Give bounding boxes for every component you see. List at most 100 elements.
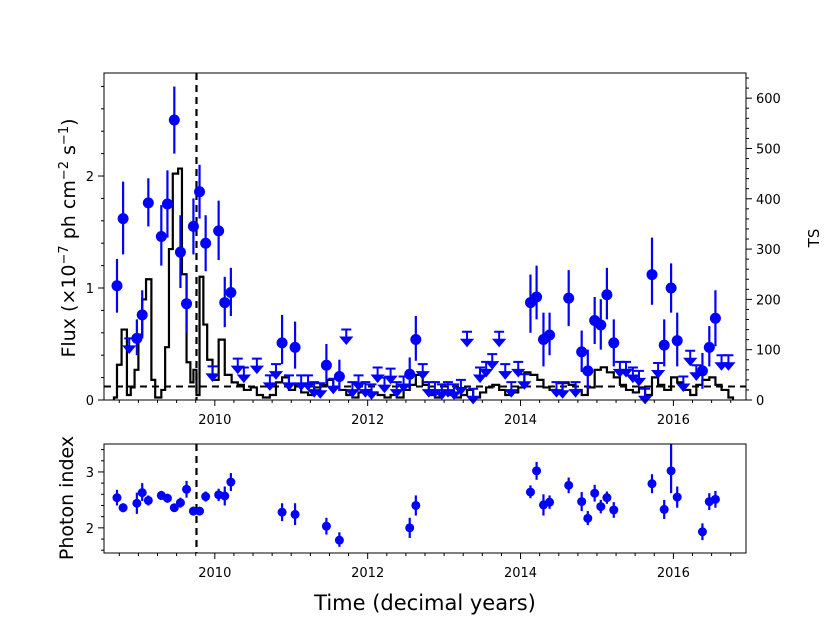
ts-y-tick-label: 100 — [756, 344, 781, 359]
flux-y-tick-label: 0 — [86, 394, 94, 409]
photon-index-point — [405, 523, 415, 533]
photon-index-point — [175, 498, 185, 508]
flux-upper-limit-arrow — [300, 374, 316, 391]
ts-axis-title: TS — [805, 229, 823, 249]
flux-upper-limit-arrow — [281, 374, 297, 391]
photon-index-point — [112, 493, 122, 503]
photon-index-point — [169, 503, 179, 513]
photon-index-point — [118, 503, 128, 513]
photon-index-y-tick-label: 3 — [86, 466, 94, 481]
photon-index-point — [666, 466, 676, 476]
flux-upper-limit-arrow — [568, 381, 583, 398]
photon-index-point — [137, 488, 147, 498]
flux-upper-limit-arrow — [122, 337, 137, 354]
flux-point — [404, 368, 416, 380]
ts-y-tick-label: 200 — [756, 293, 781, 308]
photon-index-plot-frame — [103, 443, 747, 554]
flux-point — [410, 334, 422, 346]
flux-point — [320, 359, 332, 371]
flux-point — [289, 341, 301, 353]
flux-upper-limit-arrow — [485, 353, 500, 370]
photon-index-point — [195, 506, 205, 516]
photon-index-point — [583, 513, 593, 523]
flux-x-tick-label: 2010 — [198, 413, 231, 428]
photon-index-x-tick-label: 2012 — [351, 566, 384, 581]
photon-index-point — [220, 491, 230, 501]
flux-point — [703, 341, 715, 353]
flux-upper-limit-arrow — [383, 367, 398, 385]
flux-point — [709, 312, 721, 324]
flux-point — [576, 346, 588, 358]
flux-upper-limit-arrow — [721, 354, 736, 371]
photon-index-point — [545, 497, 555, 507]
photon-index-point — [162, 493, 172, 503]
flux-upper-limit-arrow — [676, 375, 691, 393]
flux-point — [333, 370, 345, 382]
photon-index-axis-title: Photon index — [56, 436, 78, 560]
photon-index-point — [334, 535, 344, 545]
flux-point — [225, 286, 237, 298]
flux-point — [544, 329, 556, 341]
flux-point — [563, 292, 575, 304]
photon-index-point — [590, 488, 600, 498]
photon-index-panel: 2 3 2010 2012 2014 2016 — [86, 443, 747, 581]
flux-y-tick-label: 1 — [86, 282, 94, 297]
flux-axis-title: Flux (×10−7 ph cm−2 s−1) — [57, 118, 81, 357]
flux-point — [646, 269, 658, 281]
flux-upper-limit-arrow — [236, 366, 251, 384]
flux-upper-limit-arrow — [313, 382, 328, 399]
photon-index-point — [532, 466, 542, 476]
flux-upper-limit-arrow — [618, 360, 634, 378]
photon-index-x-tick-label: 2014 — [504, 566, 537, 581]
photon-index-point — [525, 487, 535, 497]
flux-x-tick-label: 2012 — [351, 413, 384, 428]
flux-upper-limit-arrow — [345, 381, 360, 398]
flux-panel: 0 1 2 0 100 200 300 400 500 600 2010 2012 2014 2016 — [86, 72, 781, 428]
flux-upper-limit-arrow — [205, 365, 220, 382]
flux-upper-limit-arrow — [326, 377, 341, 395]
flux-point — [531, 291, 543, 303]
flux-upper-limit-arrow — [249, 357, 264, 375]
flux-point — [168, 114, 180, 126]
flux-upper-limit-arrow — [396, 375, 411, 393]
flux-upper-limit-arrow — [262, 374, 277, 391]
flux-point — [142, 197, 154, 209]
flux-upper-limit-arrow — [446, 383, 462, 400]
flux-upper-limit-arrow — [459, 330, 475, 348]
flux-point — [111, 280, 123, 292]
flux-point — [136, 309, 148, 321]
flux-point — [595, 319, 607, 331]
photon-index-point — [647, 479, 657, 489]
photon-index-point — [290, 509, 300, 519]
flux-point — [658, 339, 670, 351]
flux-point — [181, 298, 193, 310]
flux-point — [161, 198, 173, 210]
photon-index-point — [411, 500, 421, 510]
flux-point — [608, 337, 620, 349]
flux-point — [665, 282, 677, 294]
ts-y-tick-label: 500 — [756, 142, 781, 157]
flux-upper-limit-arrow — [631, 369, 647, 387]
flux-upper-limit-arrow — [504, 381, 519, 398]
photon-index-y-tick-label: 2 — [86, 522, 94, 537]
flux-upper-limit-arrow — [389, 381, 404, 398]
photon-index-point — [226, 477, 236, 487]
photon-index-x-tick-label: 2016 — [657, 566, 690, 581]
photon-index-point — [710, 494, 720, 504]
flux-point — [187, 220, 199, 232]
photon-index-point — [201, 492, 211, 502]
flux-upper-limit-arrow — [434, 383, 449, 400]
flux-upper-limit-arrow — [364, 383, 379, 400]
flux-point — [213, 225, 225, 237]
photon-index-point — [659, 504, 669, 514]
photon-index-point — [697, 527, 707, 537]
flux-upper-limit-arrow — [683, 349, 698, 367]
ts-y-tick-label: 300 — [756, 243, 781, 258]
photon-index-point — [609, 505, 619, 515]
flux-point — [276, 337, 288, 349]
flux-upper-limit-arrow — [370, 366, 385, 384]
photon-index-x-tick-label: 2010 — [198, 566, 231, 581]
photon-index-point — [143, 495, 153, 505]
ts-y-tick-label: 400 — [756, 193, 781, 208]
flux-point — [174, 246, 186, 258]
